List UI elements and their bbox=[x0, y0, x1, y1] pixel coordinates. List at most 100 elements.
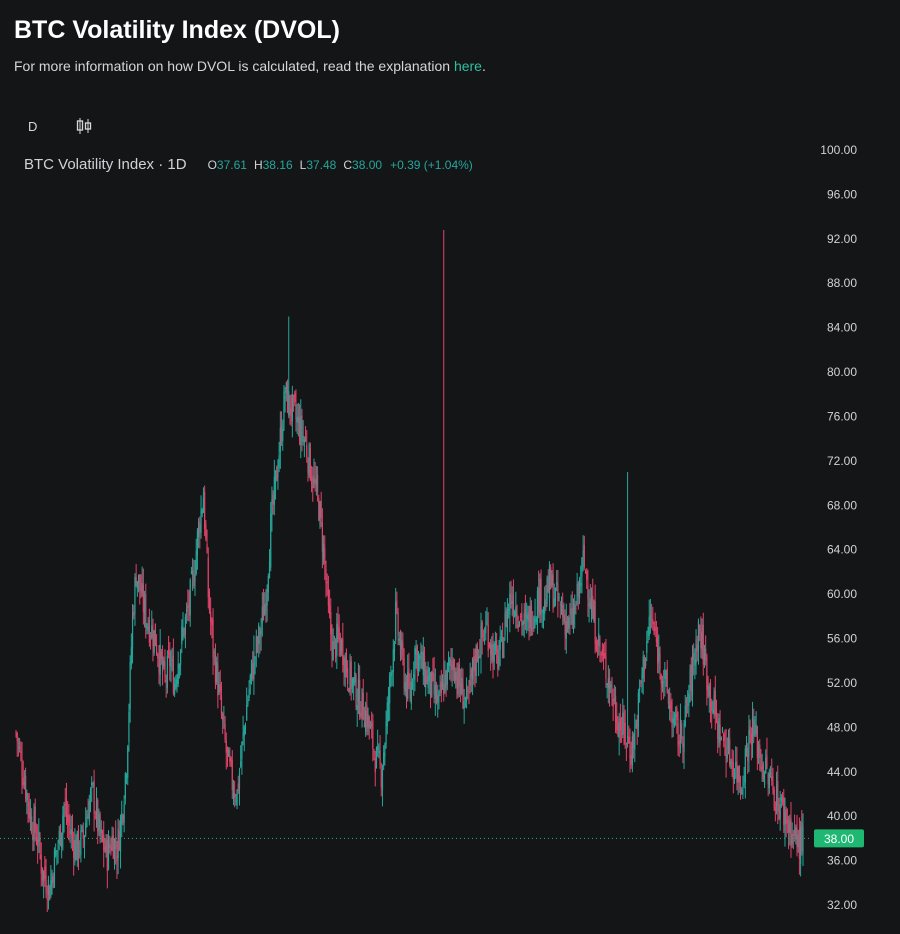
candle-body bbox=[778, 813, 780, 815]
candle-body bbox=[70, 829, 72, 835]
candle-body bbox=[187, 605, 189, 609]
candle-body bbox=[620, 733, 623, 735]
candle-body bbox=[97, 800, 99, 832]
candle-body bbox=[16, 733, 18, 742]
candle-body bbox=[348, 688, 350, 693]
candle-body bbox=[356, 705, 358, 710]
ohlc-legend: BTC Volatility Index · 1D O 37.61 H 38.16 … bbox=[24, 156, 473, 173]
candle-body bbox=[697, 621, 700, 650]
candle-body bbox=[338, 627, 340, 640]
candle-body bbox=[61, 832, 63, 848]
candle-body bbox=[335, 640, 337, 658]
candle-body bbox=[482, 634, 484, 636]
candle-body bbox=[791, 833, 793, 845]
candle-body bbox=[727, 737, 730, 749]
candle-body bbox=[429, 673, 432, 695]
candle-body bbox=[589, 598, 591, 609]
candle-body bbox=[481, 622, 483, 639]
candle-body bbox=[535, 618, 537, 623]
candle-body bbox=[196, 530, 199, 556]
candle-body bbox=[155, 644, 158, 654]
candle-body bbox=[302, 435, 304, 442]
candle-body bbox=[141, 583, 143, 593]
candle-body bbox=[453, 669, 456, 683]
candle-body bbox=[384, 744, 386, 757]
candle-body bbox=[483, 639, 486, 642]
candle-body bbox=[104, 846, 106, 852]
candle-body bbox=[228, 749, 230, 757]
candle-body bbox=[180, 650, 182, 665]
candle-body bbox=[289, 395, 291, 413]
candle-body bbox=[490, 643, 492, 655]
candle-body bbox=[109, 844, 111, 849]
candle-body bbox=[488, 644, 491, 647]
candle-body bbox=[789, 819, 791, 834]
candle-body bbox=[161, 655, 164, 672]
candle-body bbox=[137, 575, 140, 584]
candle-body bbox=[427, 675, 429, 688]
candle-body bbox=[586, 571, 588, 580]
candle-body bbox=[350, 661, 352, 690]
candle-body bbox=[577, 582, 579, 597]
candle-body bbox=[774, 807, 776, 811]
candle-body bbox=[688, 693, 690, 706]
candle-body bbox=[651, 618, 653, 620]
candle-body bbox=[341, 639, 343, 651]
candle-body bbox=[124, 773, 126, 799]
candle-body bbox=[514, 611, 516, 617]
candle-body bbox=[517, 624, 519, 628]
candle-body bbox=[176, 678, 178, 685]
candle-body bbox=[541, 611, 543, 613]
explanation-link[interactable]: here bbox=[453, 58, 482, 74]
candle-body bbox=[254, 657, 256, 659]
candle-body bbox=[544, 599, 546, 614]
candle-body bbox=[509, 593, 511, 615]
candle-body bbox=[172, 656, 174, 694]
candle-body bbox=[130, 647, 132, 665]
candle-body bbox=[333, 636, 336, 638]
candle-body bbox=[725, 746, 727, 764]
candle-body bbox=[174, 684, 176, 695]
candle-body bbox=[690, 664, 692, 692]
candle-body bbox=[443, 683, 445, 695]
candle-body bbox=[52, 876, 54, 884]
candle-body bbox=[779, 804, 781, 820]
candle-body bbox=[718, 718, 720, 743]
candle-body bbox=[499, 636, 501, 650]
candle-body bbox=[463, 701, 465, 709]
candle-body bbox=[792, 833, 794, 837]
candle-body bbox=[325, 568, 327, 584]
candle-body bbox=[458, 664, 460, 687]
candle-body bbox=[81, 826, 83, 830]
candle-body bbox=[658, 647, 660, 661]
candle-body bbox=[795, 827, 797, 840]
candle-body bbox=[35, 836, 38, 844]
candle-body bbox=[167, 649, 170, 655]
candle-body bbox=[386, 702, 388, 727]
candle-body bbox=[570, 608, 572, 616]
candle-body bbox=[372, 720, 374, 750]
candle-body bbox=[559, 604, 561, 606]
candle-body bbox=[322, 543, 325, 559]
candlestick-icon[interactable] bbox=[74, 116, 94, 136]
candle-body bbox=[508, 609, 510, 611]
candle-body bbox=[381, 769, 384, 791]
candle-body bbox=[152, 631, 154, 646]
candle-body bbox=[136, 581, 138, 589]
candle-body bbox=[428, 667, 430, 682]
legend-high-label: H bbox=[253, 158, 263, 172]
candle-body bbox=[409, 683, 411, 699]
candle-body bbox=[337, 623, 339, 634]
candle-body bbox=[569, 616, 571, 618]
candle-body bbox=[598, 633, 600, 646]
candle-body bbox=[86, 816, 88, 827]
page-title: BTC Volatility Index (DVOL) bbox=[14, 16, 340, 44]
interval-button[interactable]: D bbox=[28, 119, 38, 134]
candle-body bbox=[290, 408, 292, 417]
candle-body bbox=[94, 816, 96, 818]
candle-body bbox=[22, 777, 24, 786]
candle-body bbox=[303, 439, 305, 443]
price-chart[interactable]: 100.00 96.00 92.00 88.00 84.00 80.00 76.00 72.0… bbox=[0, 140, 900, 934]
candle-body bbox=[425, 669, 427, 688]
candle-body bbox=[557, 584, 559, 602]
